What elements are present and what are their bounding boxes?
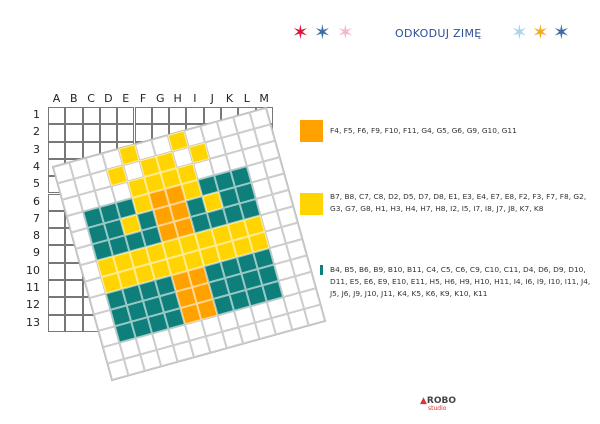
- column-label: G: [156, 92, 165, 105]
- grid-cell: [48, 280, 66, 298]
- grid-cell: [48, 141, 66, 159]
- row-label: 7: [33, 211, 40, 225]
- grid-cell: [169, 107, 187, 125]
- grid-cell: [99, 124, 118, 142]
- yellow-swatch: [300, 193, 323, 215]
- logo-name: ROBO: [426, 396, 457, 406]
- grid-cell: [117, 124, 135, 142]
- row-label: 10: [26, 263, 40, 277]
- star-icon: ✶: [337, 20, 354, 44]
- row-label: 4: [33, 159, 40, 173]
- grid-cell: [117, 107, 135, 125]
- column-label: D: [104, 92, 113, 105]
- grid-cell: [134, 107, 152, 125]
- row-label: 8: [33, 229, 40, 243]
- grid-cell: [99, 107, 118, 125]
- column-label: H: [173, 92, 182, 105]
- grid-cell: [82, 107, 100, 125]
- grid-cell: [151, 107, 170, 125]
- column-label: F: [139, 92, 147, 105]
- star-icon: ✶: [553, 20, 570, 44]
- row-label: 11: [26, 281, 40, 294]
- grid-cell: [48, 228, 66, 246]
- grid-cell: [48, 262, 66, 280]
- row-label: 9: [33, 246, 40, 260]
- row-label: 6: [33, 194, 40, 208]
- row-label: 3: [33, 142, 40, 156]
- column-label: K: [225, 92, 234, 105]
- star-icon: ✶: [292, 20, 309, 44]
- grid-cell: [65, 280, 83, 298]
- row-label: 2: [33, 125, 40, 139]
- row-label: 12: [26, 298, 40, 312]
- star-icon: ✶: [532, 20, 549, 44]
- grid-cell: [48, 210, 66, 229]
- page-title: ODKODUJ ZIMĘ: [395, 27, 482, 40]
- row-label: 5: [33, 177, 40, 191]
- column-label: L: [243, 92, 250, 105]
- grid-cell: [65, 297, 83, 315]
- grid-cell: [65, 314, 83, 332]
- grid-cell: [48, 107, 66, 125]
- row-label: 13: [26, 315, 40, 329]
- teal-swatch: [320, 265, 323, 275]
- orange-swatch: [300, 120, 323, 142]
- grid-cell: [48, 297, 66, 315]
- column-label: I: [193, 92, 197, 105]
- column-label: A: [52, 92, 61, 105]
- star-icon: ✶: [314, 20, 331, 44]
- grid-cell: [82, 124, 100, 142]
- grid-cell: [48, 245, 66, 263]
- logo-sub: studio: [428, 405, 447, 412]
- grid-cell: [65, 141, 83, 159]
- star-icon: ✶: [511, 20, 528, 44]
- column-label: M: [259, 92, 269, 105]
- grid-cell: [48, 314, 66, 332]
- grid-cell: [65, 124, 83, 142]
- yellow-cells-list: B7, B8, C7, C8, D2, D5, D7, D8, E1, E3, …: [330, 192, 587, 213]
- robo-studio-logo: ▲ROBO studio: [420, 396, 457, 413]
- grid-cell: [134, 124, 152, 142]
- grid-cell: [65, 107, 83, 125]
- teal-cells-list: B4, B5, B6, B9, B10, B11, C4, C5, C6, C9…: [330, 265, 591, 298]
- column-label: J: [210, 92, 214, 105]
- orange-cells-list: F4, F5, F6, F9, F10, F11, G4, G5, G6, G9…: [330, 126, 517, 135]
- column-label: C: [87, 92, 95, 105]
- grid-cell: [186, 107, 204, 125]
- grid-cell: [48, 124, 66, 142]
- column-label: E: [122, 92, 130, 105]
- row-label: 1: [33, 108, 40, 121]
- pixel-cell: [304, 304, 326, 326]
- column-label: B: [70, 92, 78, 105]
